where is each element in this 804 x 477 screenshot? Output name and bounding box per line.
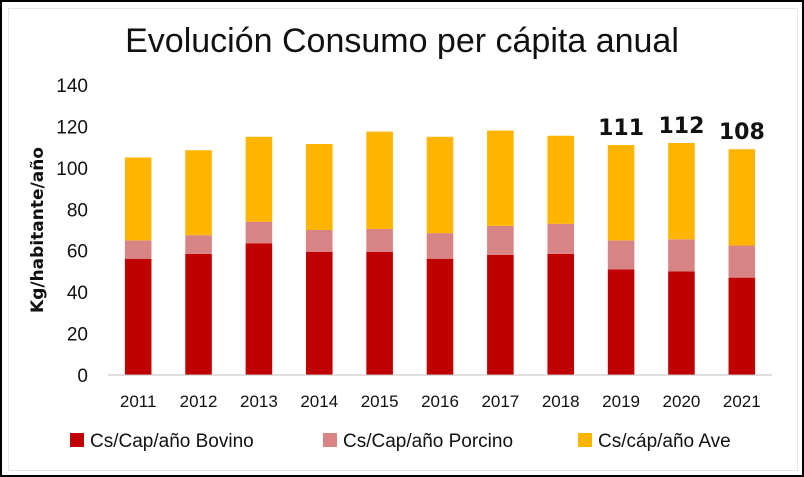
x-tick-label: 2014 [300,392,338,411]
bar-segment-bovino [185,253,212,375]
bar-segment-bovino [728,277,756,375]
legend-swatch [70,433,84,447]
data-label: 112 [658,114,704,139]
y-tick-label: 60 [67,242,88,263]
data-labels: 111 112 108 [598,114,765,145]
bar-segment-porcino [124,240,152,259]
bar-segment-ave [547,135,575,224]
bar-segment-ave [607,145,635,241]
bar-segment-bovino [547,253,575,375]
x-tick-label: 2011 [120,392,157,411]
legend-label: Cs/Cap/año Bovino [90,431,254,452]
bars-group [124,130,756,375]
y-tick-label: 80 [67,200,88,221]
bar-segment-ave [487,130,514,226]
data-label: 111 [598,116,644,141]
y-tick-label: 40 [67,283,88,304]
bar-segment-porcino [728,245,756,278]
x-tick-label: 2018 [542,392,580,411]
x-tick-label: 2019 [602,392,640,411]
y-tick-label: 120 [56,117,88,138]
y-tick-label: 0 [77,366,88,387]
legend-label: Cs/cáp/año Ave [598,431,731,452]
bar-segment-ave [728,149,756,246]
y-tick-label: 100 [56,159,88,180]
bar-segment-ave [245,136,273,222]
bar-segment-porcino [487,225,514,255]
legend-swatch [578,433,592,447]
bar-segment-porcino [607,240,635,270]
bar-segment-bovino [124,259,152,375]
legend-swatch [323,433,337,447]
bar-segment-bovino [607,269,635,375]
bar-segment-porcino [547,223,575,254]
bar-segment-ave [426,136,454,234]
bar-segment-bovino [245,243,273,375]
bar-segment-porcino [668,239,695,272]
bar-segment-porcino [426,233,454,259]
y-tick-label: 20 [67,325,88,346]
bar-segment-ave [185,150,212,236]
x-tick-label: 2017 [481,392,519,411]
bar-segment-porcino [305,230,333,252]
x-axis-ticks: 2011 2012 2013 2014 2015 2016 2017 2018 2019 2020… [120,392,761,411]
bar-segment-bovino [426,259,454,375]
bar-segment-porcino [245,221,273,244]
legend-label: Cs/Cap/año Porcino [343,431,513,452]
bar-segment-bovino [366,251,393,375]
bar-segment-ave [668,143,695,240]
bar-segment-porcino [185,235,212,254]
bar-segment-bovino [668,271,695,375]
chart-title: Evolución Consumo per cápita anual [125,22,679,60]
y-axis-label: Kg/habitante/año [28,147,48,313]
x-tick-label: 2016 [421,392,459,411]
x-tick-label: 2021 [723,392,761,411]
x-tick-label: 2012 [180,392,218,411]
x-tick-label: 2015 [361,392,399,411]
bar-segment-ave [366,131,393,229]
bar-segment-ave [124,157,152,241]
bar-segment-porcino [366,228,393,252]
y-tick-label: 140 [56,76,88,97]
x-tick-label: 2013 [240,392,278,411]
bar-segment-bovino [305,251,333,375]
legend: Cs/Cap/año Bovino Cs/Cap/año Porcino Cs/cá… [70,431,731,452]
x-tick-label: 2020 [663,392,701,411]
data-label: 108 [719,120,765,145]
bar-segment-ave [305,144,333,230]
y-axis-ticks: 0 20 40 60 80 100 120 140 [56,76,88,387]
bar-segment-bovino [487,254,514,375]
